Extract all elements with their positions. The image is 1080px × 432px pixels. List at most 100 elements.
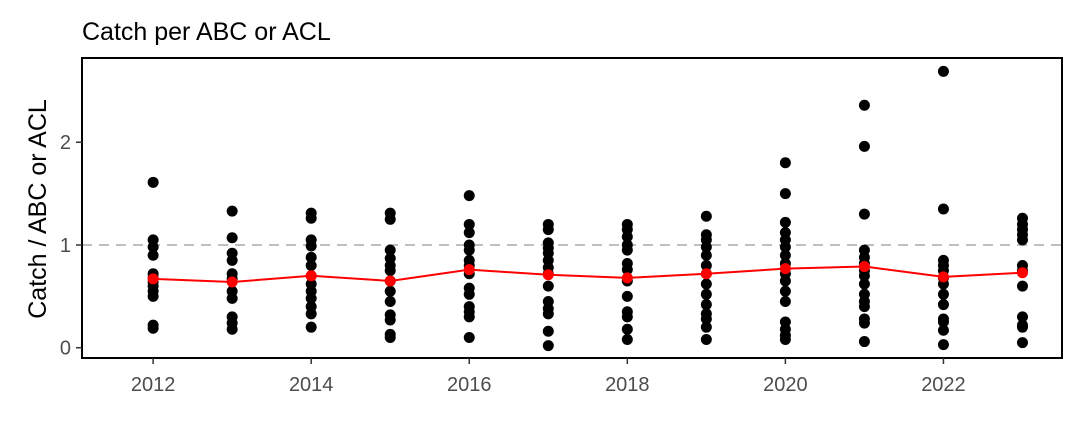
series-line-point-2015 (384, 275, 396, 287)
y-axis: 0 1 2 (60, 132, 82, 360)
data-point-2018-87 (621, 311, 633, 323)
series-line-point-2017 (542, 269, 554, 281)
data-point-2022-135 (937, 65, 949, 77)
data-point-2013-12 (226, 205, 238, 217)
data-point-2020-109 (779, 241, 791, 253)
data-point-2012-2 (147, 241, 159, 253)
data-point-2021-128 (858, 278, 870, 290)
data-point-2013-22 (226, 323, 238, 335)
data-point-2020-113 (779, 275, 791, 287)
data-point-2020-110 (779, 249, 791, 261)
series-line-point-2020 (779, 263, 791, 275)
data-point-2016-51 (463, 227, 475, 239)
data-point-2017-64 (542, 224, 554, 236)
data-point-2018-79 (621, 231, 633, 243)
data-point-2020-105 (779, 188, 791, 200)
series-line-points (147, 261, 1028, 288)
series-line-point-2012 (147, 273, 159, 285)
data-point-2018-89 (621, 334, 633, 346)
data-point-2019-103 (700, 334, 712, 346)
data-point-2012-0 (147, 176, 159, 188)
x-tick-label-2020: 2020 (763, 374, 808, 396)
data-point-2017-71 (542, 280, 554, 292)
data-point-2015-43 (384, 285, 396, 297)
series-line-point-2018 (621, 272, 633, 284)
data-point-2021-121 (858, 140, 870, 152)
data-point-2019-101 (700, 313, 712, 325)
series-line (153, 265, 1023, 283)
data-point-2021-122 (858, 208, 870, 220)
data-point-2015-37 (384, 213, 396, 225)
x-tick-label-2018: 2018 (605, 374, 650, 396)
series-line-point-2022 (937, 271, 949, 283)
y-tick-label-0: 0 (60, 338, 71, 360)
data-point-2016-50 (463, 218, 475, 230)
data-point-2022-146 (937, 324, 949, 336)
data-point-2018-85 (621, 290, 633, 302)
data-point-2023-155 (1016, 280, 1028, 292)
data-point-2017-76 (542, 340, 554, 352)
data-point-2016-58 (463, 288, 475, 300)
x-tick-label-2022: 2022 (921, 374, 966, 396)
data-point-2019-93 (700, 241, 712, 253)
data-point-2013-19 (226, 292, 238, 304)
chart-title: Catch per ABC or ACL (82, 18, 331, 46)
data-point-2016-62 (463, 331, 475, 343)
x-tick-label-2016: 2016 (447, 374, 492, 396)
data-point-2019-94 (700, 249, 712, 261)
plot-area (81, 57, 1063, 359)
data-point-2014-27 (305, 251, 317, 263)
data-point-2014-24 (305, 212, 317, 224)
data-point-2014-35 (305, 321, 317, 333)
data-point-2019-95 (700, 260, 712, 272)
data-point-2016-49 (463, 190, 475, 202)
data-point-2012-3 (147, 249, 159, 261)
data-point-2021-134 (858, 336, 870, 348)
panel-border (81, 57, 1063, 359)
x-tick-label-2012: 2012 (131, 374, 176, 396)
data-point-2021-127 (858, 270, 870, 282)
data-point-2019-90 (700, 210, 712, 222)
data-point-2021-133 (858, 317, 870, 329)
data-point-2020-106 (779, 216, 791, 228)
series-line-point-2014 (305, 270, 317, 282)
series-line-point-2023 (1016, 267, 1028, 279)
data-point-2015-48 (384, 331, 396, 343)
data-point-2019-98 (700, 288, 712, 300)
data-point-2013-15 (226, 254, 238, 266)
data-point-2022-143 (937, 299, 949, 311)
data-point-2014-34 (305, 308, 317, 320)
y-tick-label-2: 2 (60, 132, 71, 154)
data-point-2020-115 (779, 295, 791, 307)
data-point-2022-145 (937, 316, 949, 328)
data-point-2016-61 (463, 311, 475, 323)
x-tick-label-2014: 2014 (289, 374, 334, 396)
data-point-2012-11 (147, 322, 159, 334)
data-point-2015-44 (384, 295, 396, 307)
data-point-2022-147 (937, 339, 949, 351)
data-point-2023-152 (1016, 234, 1028, 246)
y-axis-label: Catch / ABC or ACL (24, 99, 52, 319)
data-point-2014-28 (305, 260, 317, 272)
data-point-2017-75 (542, 325, 554, 337)
data-point-2023-156 (1016, 311, 1028, 323)
data-point-2018-81 (621, 244, 633, 256)
data-point-2021-131 (858, 301, 870, 313)
data-point-2023-159 (1016, 337, 1028, 349)
data-point-2019-99 (700, 299, 712, 311)
y-tick-label-1: 1 (60, 235, 71, 257)
data-point-2022-136 (937, 203, 949, 215)
series-line-point-2019 (700, 268, 712, 280)
data-point-2020-104 (779, 157, 791, 169)
data-point-2018-88 (621, 323, 633, 335)
data-point-2023-158 (1016, 321, 1028, 333)
data-point-2015-41 (384, 265, 396, 277)
series-line-point-2013 (226, 276, 238, 288)
series-line-point-2016 (463, 264, 475, 276)
series-line-point-2021 (858, 261, 870, 273)
data-point-2017-74 (542, 308, 554, 320)
data-point-2012-9 (147, 290, 159, 302)
data-point-2013-13 (226, 232, 238, 244)
data-point-2018-83 (621, 264, 633, 276)
